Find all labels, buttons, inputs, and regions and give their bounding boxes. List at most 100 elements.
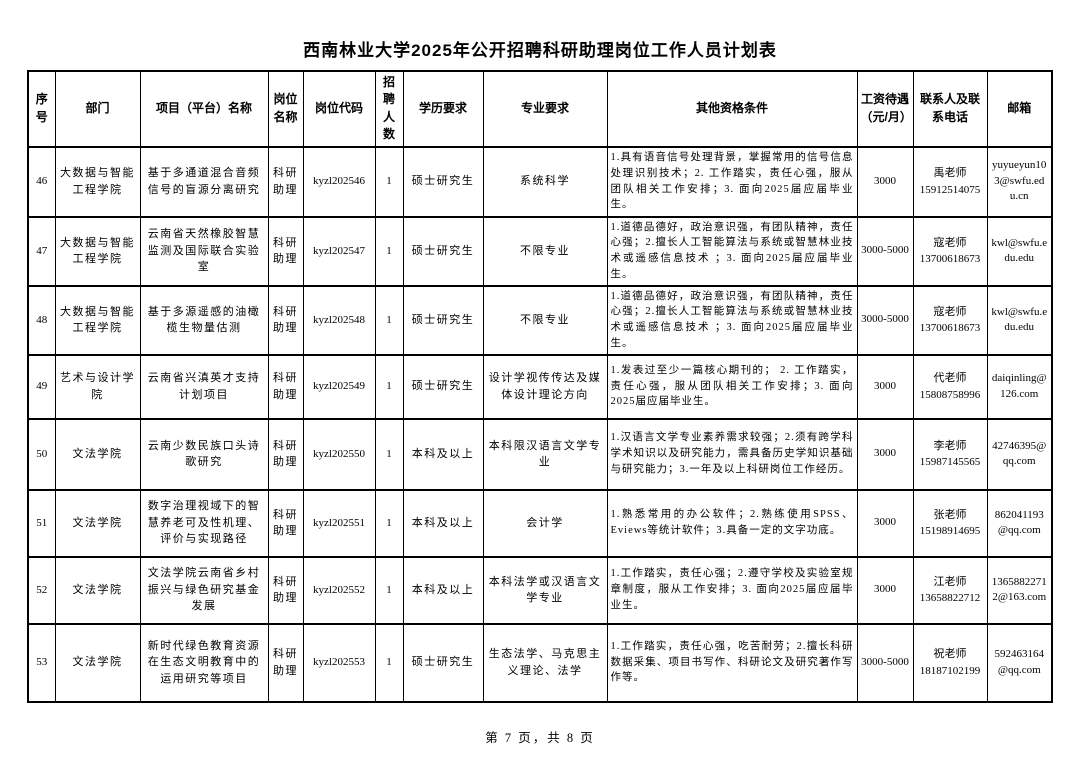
cell-email: 592463164@qq.com [986,622,1053,703]
contact-name: 李老师 [933,439,967,452]
cell-other-conditions: 1.道德品德好，政治意识强，有团队精神，责任心强；2.擅长人工智能算法与系统或智… [606,215,858,287]
cell-other-conditions: 1.道德品德好，政治意识强，有团队精神，责任心强；2.擅长人工智能算法与系统或智… [606,284,858,356]
table-body: 46 大数据与智能工程学院 基于多通道混合音频信号的盲源分离研究 科研助理 ky… [27,145,1053,703]
cell-recruit-count: 1 [374,488,404,558]
cell-recruit-count: 1 [374,555,404,625]
cell-department: 艺术与设计学院 [54,353,141,420]
page-footer: 第 7 页，共 8 页 [485,730,595,745]
cell-contact: 寇老师 13700618673 [912,284,988,356]
contact-name: 寇老师 [933,236,967,249]
cell-contact: 江老师 13658822712 [912,555,988,625]
cell-project-name: 云南少数民族口头诗歌研究 [139,417,269,491]
cell-contact: 张老师 15198914695 [912,488,988,558]
cell-post-name: 科研助理 [267,488,304,558]
cell-major: 生态法学、马克思主义理论、法学 [482,622,608,703]
cell-project-name: 数字治理视域下的智慧养老可及性机理、评价与实现路径 [139,488,269,558]
contact-phone: 15912514075 [919,183,981,196]
cell-education: 硕士研究生 [402,284,484,356]
contact-name: 江老师 [933,575,967,588]
cell-recruit-count: 1 [374,145,404,218]
cell-serial: 52 [27,555,56,625]
cell-project-name: 云南省天然橡胶智慧监测及国际联合实验室 [139,215,269,287]
cell-contact: 祝老师 18187102199 [912,622,988,703]
cell-major: 本科法学或汉语言文学专业 [482,555,608,625]
contact-name: 代老师 [933,372,967,385]
header-other-conditions: 其他资格条件 [606,70,858,148]
cell-education: 本科及以上 [402,417,484,491]
cell-post-code: kyzl202553 [302,622,376,703]
cell-contact: 禹老师 15912514075 [912,145,988,218]
cell-post-name: 科研助理 [267,284,304,356]
cell-department: 大数据与智能工程学院 [54,284,141,356]
cell-department: 大数据与智能工程学院 [54,215,141,287]
cell-recruit-count: 1 [374,215,404,287]
header-major: 专业要求 [482,70,608,148]
cell-salary: 3000 [856,353,914,420]
cell-post-name: 科研助理 [267,555,304,625]
cell-project-name: 云南省兴滇英才支持计划项目 [139,353,269,420]
cell-department: 文法学院 [54,488,141,558]
contact-phone: 15198914695 [919,525,981,538]
cell-email: kwl@swfu.edu.edu [986,284,1053,356]
cell-email: 13658822712@163.com [986,555,1053,625]
cell-department: 文法学院 [54,622,141,703]
cell-major: 设计学视传传达及媒体设计理论方向 [482,353,608,420]
contact-phone: 13700618673 [919,322,981,335]
cell-other-conditions: 1.工作踏实，责任心强；2.遵守学校及实验室规章制度，服从工作安排；3. 面向2… [606,555,858,625]
cell-serial: 49 [27,353,56,420]
cell-contact: 代老师 15808758996 [912,353,988,420]
cell-email: kwl@swfu.edu.edu [986,215,1053,287]
table-row: 50 文法学院 云南少数民族口头诗歌研究 科研助理 kyzl202550 1 本… [27,417,1053,491]
header-department: 部门 [54,70,141,148]
cell-serial: 48 [27,284,56,356]
cell-education: 硕士研究生 [402,215,484,287]
cell-department: 大数据与智能工程学院 [54,145,141,218]
cell-post-code: kyzl202547 [302,215,376,287]
cell-post-code: kyzl202550 [302,417,376,491]
cell-post-code: kyzl202551 [302,488,376,558]
table-header: 序号 部门 项目（平台）名称 岗位名称 岗位代码 招聘人数 学历要求 专业要求 … [27,70,1053,148]
table-row: 49 艺术与设计学院 云南省兴滇英才支持计划项目 科研助理 kyzl202549… [27,353,1053,420]
cell-post-name: 科研助理 [267,145,304,218]
cell-post-name: 科研助理 [267,215,304,287]
cell-major: 本科限汉语言文学专业 [482,417,608,491]
table-header-row: 序号 部门 项目（平台）名称 岗位名称 岗位代码 招聘人数 学历要求 专业要求 … [27,70,1053,148]
cell-education: 硕士研究生 [402,353,484,420]
cell-other-conditions: 1.工作踏实，责任心强，吃苦耐劳；2.擅长科研数据采集、项目书写作、科研论文及研… [606,622,858,703]
cell-project-name: 基于多源遥感的油橄榄生物量估测 [139,284,269,356]
cell-project-name: 基于多通道混合音频信号的盲源分离研究 [139,145,269,218]
cell-salary: 3000 [856,488,914,558]
cell-email: 862041193@qq.com [986,488,1053,558]
cell-department: 文法学院 [54,417,141,491]
contact-name: 禹老师 [933,167,967,180]
cell-other-conditions: 1.发表过至少一篇核心期刊的； 2. 工作踏实，责任心强，服从团队相关工作安排；… [606,353,858,420]
cell-education: 硕士研究生 [402,145,484,218]
cell-post-code: kyzl202546 [302,145,376,218]
cell-education: 硕士研究生 [402,622,484,703]
table-row: 46 大数据与智能工程学院 基于多通道混合音频信号的盲源分离研究 科研助理 ky… [27,145,1053,218]
recruitment-table: 序号 部门 项目（平台）名称 岗位名称 岗位代码 招聘人数 学历要求 专业要求 … [27,70,1053,703]
cell-serial: 47 [27,215,56,287]
cell-salary: 3000 [856,417,914,491]
header-recruit-count: 招聘人数 [374,70,404,148]
cell-education: 本科及以上 [402,488,484,558]
cell-other-conditions: 1.汉语言文学专业素养需求较强；2.须有跨学科学术知识以及研究能力，需具备历史学… [606,417,858,491]
cell-contact: 寇老师 13700618673 [912,215,988,287]
cell-major: 不限专业 [482,284,608,356]
cell-department: 文法学院 [54,555,141,625]
contact-phone: 15987145565 [919,456,981,469]
cell-serial: 51 [27,488,56,558]
cell-contact: 李老师 15987145565 [912,417,988,491]
cell-salary: 3000-5000 [856,215,914,287]
cell-recruit-count: 1 [374,284,404,356]
cell-project-name: 新时代绿色教育资源在生态文明教育中的运用研究等项目 [139,622,269,703]
cell-post-name: 科研助理 [267,353,304,420]
contact-phone: 13700618673 [919,253,981,266]
cell-serial: 50 [27,417,56,491]
header-serial: 序号 [27,70,56,148]
cell-recruit-count: 1 [374,622,404,703]
cell-other-conditions: 1.具有语音信号处理背景，掌握常用的信号信息处理识别技术；2. 工作踏实，责任心… [606,145,858,218]
cell-email: 42746395@qq.com [986,417,1053,491]
cell-post-code: kyzl202552 [302,555,376,625]
